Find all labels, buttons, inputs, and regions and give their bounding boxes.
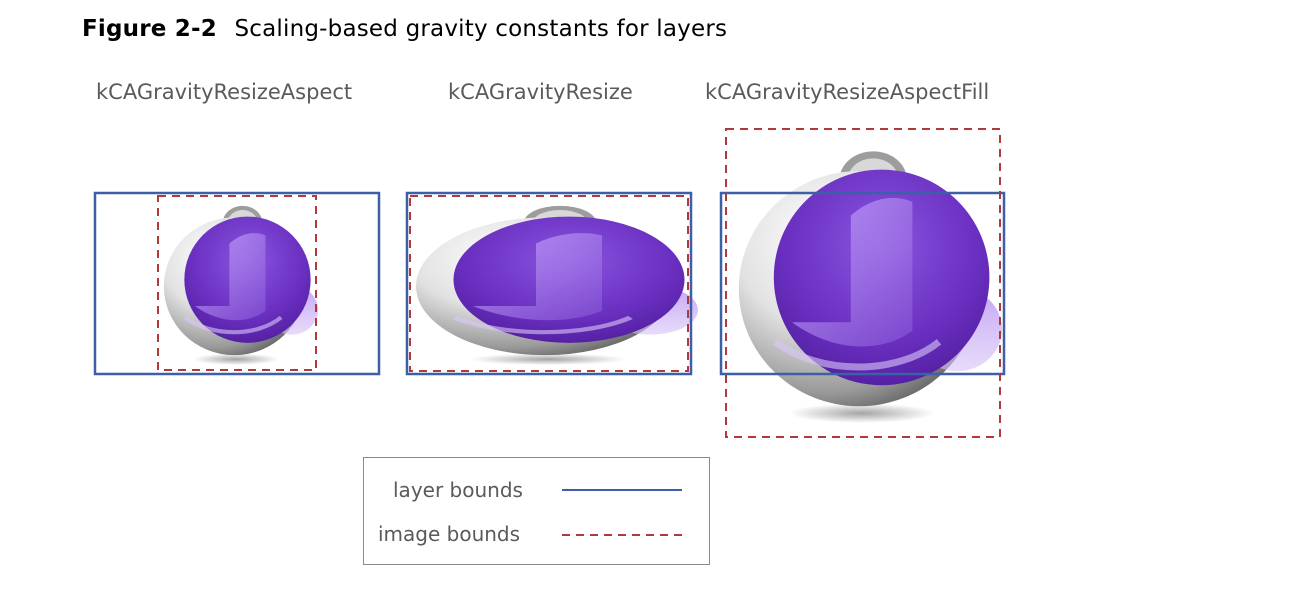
layer-bounds-rect <box>719 191 1006 376</box>
legend-image-bounds-label: image bounds <box>378 522 521 546</box>
panel-resize <box>405 191 698 376</box>
figure-caption: Scaling-based gravity constants for laye… <box>234 16 728 42</box>
figure-title: Figure 2-2 Scaling-based gravity constan… <box>82 16 727 42</box>
image-bounds-rect <box>725 128 1001 438</box>
layer-bounds-rect <box>405 191 693 376</box>
panel-label-resize-aspect: kCAGravityResizeAspect <box>96 80 353 104</box>
image-bounds-rect <box>409 195 689 372</box>
legend-swatches <box>562 489 682 536</box>
legend-layer-bounds-label: layer bounds <box>393 478 523 502</box>
panel-resize-aspect <box>93 191 381 376</box>
sphere-image-icon <box>416 206 698 365</box>
image-bounds-rect <box>157 195 317 371</box>
panel-label-resize: kCAGravityResize <box>448 80 633 104</box>
layer-bounds-rect <box>93 191 381 376</box>
legend <box>363 457 710 565</box>
sphere-image-icon <box>164 206 318 365</box>
panel-resize-aspect-fill <box>719 128 1006 438</box>
panel-label-resize-aspect-fill: kCAGravityResizeAspectFill <box>705 80 990 104</box>
figure-number: Figure 2-2 <box>82 16 217 42</box>
